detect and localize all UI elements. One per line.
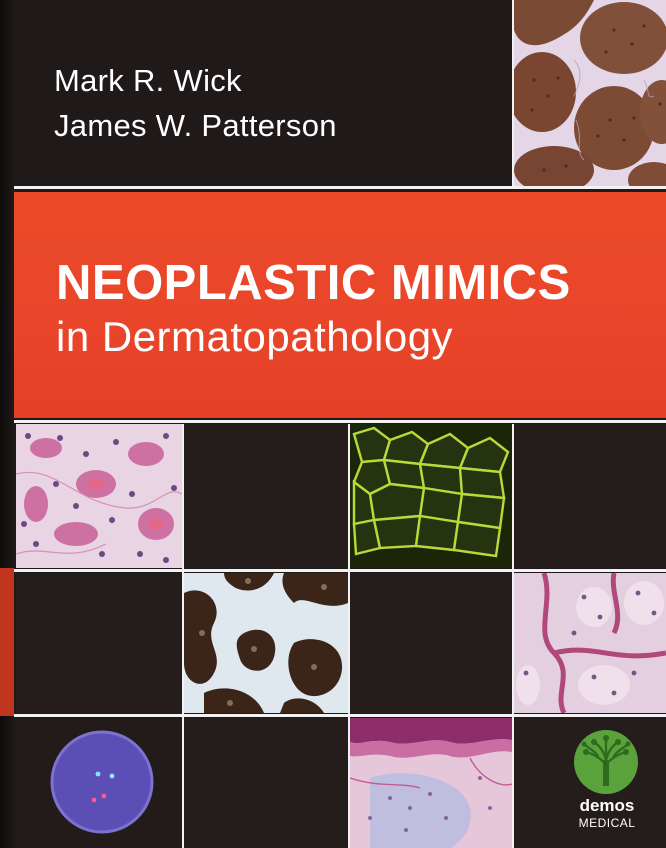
rule-below-band	[14, 420, 666, 423]
rule-row-2	[14, 714, 666, 717]
book-title: NEOPLASTIC MIMICS	[56, 256, 571, 310]
book-subtitle: in Dermatopathology	[56, 313, 454, 360]
author-2: James W. Patterson	[54, 108, 337, 143]
rule-top	[14, 186, 666, 189]
publisher-logo: demos MEDICAL	[572, 730, 642, 840]
micrograph-pink-lobules	[514, 573, 666, 713]
tile-dark-r1c4	[514, 424, 666, 568]
tile-dark-r1c2	[184, 424, 348, 568]
tree-icon	[574, 730, 638, 794]
rule-row-1	[14, 569, 666, 572]
cover-spine-red-strip	[0, 568, 14, 716]
micrograph-green-fluorescence	[350, 424, 512, 568]
micrograph-pink-cells	[16, 424, 182, 568]
rule-col-2	[348, 424, 350, 848]
tile-dark-r2c1	[16, 573, 182, 713]
title-band	[14, 192, 666, 418]
author-names: Mark R. Wick James W. Patterson	[54, 58, 337, 148]
tile-r3c1-nucleus	[16, 718, 182, 848]
cover-spine-edge	[0, 0, 14, 848]
author-1: Mark R. Wick	[54, 63, 242, 98]
publisher-name: demos	[579, 796, 635, 815]
tile-dark-r2c3	[350, 573, 512, 713]
micrograph-brown-tissue	[514, 0, 666, 186]
rule-col-1	[182, 424, 184, 848]
rule-col-3	[512, 424, 514, 848]
tile-dark-r3c2	[184, 718, 348, 848]
publisher-imprint: MEDICAL	[578, 816, 636, 830]
rule-top-photo	[512, 0, 514, 188]
micrograph-skin-section	[350, 718, 512, 848]
micrograph-brown-stain-clusters	[184, 573, 348, 713]
